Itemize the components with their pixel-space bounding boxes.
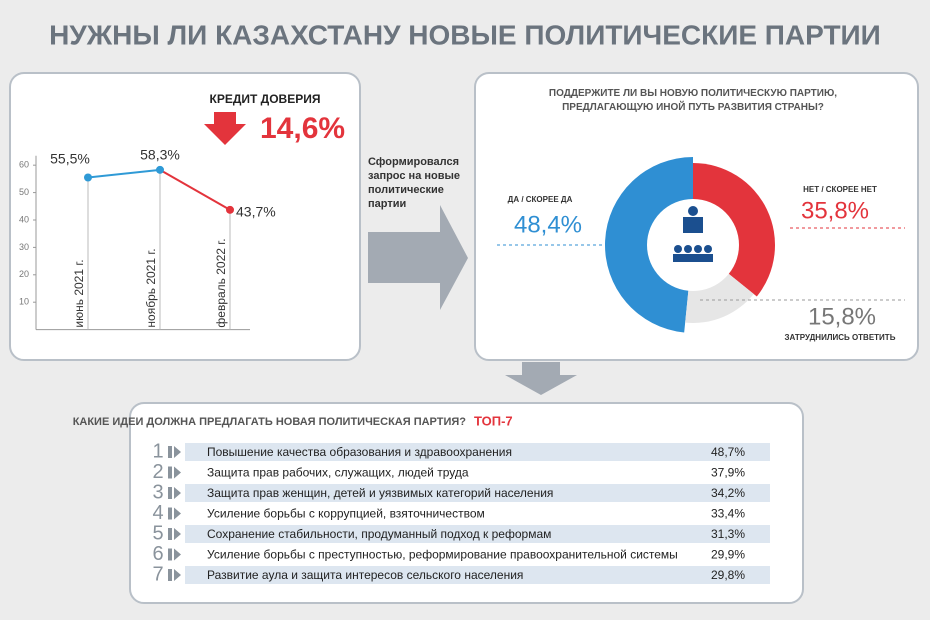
- x-tick-label: ноябрь 2021 г.: [144, 248, 158, 327]
- point: [156, 165, 164, 174]
- value-label: 43,7%: [236, 204, 276, 220]
- icon: [694, 245, 702, 253]
- donut-hole: [647, 199, 739, 291]
- page-title: НУЖНЫ ЛИ КАЗАХСТАНУ НОВЫЕ ПОЛИТИЧЕСКИЕ П…: [49, 19, 881, 50]
- rank-icon: [168, 466, 181, 479]
- x-tick-label: февраль 2022 г.: [214, 238, 228, 327]
- value-label: 31,3%: [711, 527, 745, 541]
- down-arrow: [204, 112, 246, 145]
- category-label: Сохранение стабильности, продуманный под…: [207, 527, 551, 541]
- panel: [9, 72, 361, 361]
- category-label: Усиление борьбы с коррупцией, взяточниче…: [207, 507, 485, 521]
- chart-title: ПОДДЕРЖИТЕ ЛИ ВЫ НОВУЮ ПОЛИТИЧЕСКУЮ ПАРТ…: [549, 88, 837, 113]
- value-label: 48,7%: [711, 445, 745, 459]
- line-segment: [87, 168, 161, 179]
- category-label: НЕТ / СКОРЕЕ НЕТ: [803, 185, 877, 194]
- rank-icon: [168, 446, 181, 458]
- category-label: Усиление борьбы с преступностью, реформи…: [207, 548, 678, 562]
- value-label: 37,9%: [711, 466, 745, 480]
- icon: [684, 245, 692, 253]
- category-label: ДА / СКОРЕЕ ДА: [508, 195, 573, 204]
- rank: 4: [152, 502, 163, 524]
- y-tick-label: 40: [19, 214, 29, 224]
- value-label: 34,2%: [711, 486, 745, 500]
- chart-subtitle: ТОП-7: [474, 413, 513, 428]
- category-label: Защита прав женщин, детей и уязвимых кат…: [207, 486, 553, 500]
- note-box: Сформировался запрос на новые политическ…: [368, 156, 461, 210]
- value-label: 58,3%: [140, 147, 180, 163]
- row: [185, 566, 770, 584]
- rank: 3: [152, 481, 163, 503]
- value-label: 35,8%: [801, 197, 869, 224]
- row: [185, 443, 770, 461]
- arrow: [368, 205, 468, 310]
- rank: 7: [152, 563, 163, 585]
- y-tick-label: 30: [19, 242, 29, 252]
- category-label: Повышение качества образования и здравоо…: [207, 445, 512, 459]
- rank: 2: [152, 461, 163, 483]
- category-label: Развитие аула и защита интересов сельско…: [207, 568, 523, 582]
- annotation-value: 14,6%: [260, 112, 345, 145]
- value-label: 29,9%: [711, 548, 745, 562]
- point: [226, 205, 234, 214]
- icon: [673, 254, 713, 262]
- icon: [704, 245, 712, 253]
- category-label: Защита прав рабочих, служащих, людей тру…: [207, 466, 469, 480]
- chart-title: КАКИЕ ИДЕИ ДОЛЖНА ПРЕДЛАГАТЬ НОВАЯ ПОЛИТ…: [73, 416, 467, 428]
- y-tick-label: 60: [19, 160, 29, 170]
- donut: ДА / СКОРЕЕ ДА 48,4% НЕТ / СКОРЕЕ НЕТ 35,8%…: [497, 157, 905, 342]
- value-label: 15,8%: [808, 303, 876, 330]
- value-label: 55,5%: [50, 151, 90, 167]
- icon: [674, 245, 682, 253]
- rank-icon: [168, 528, 181, 540]
- row: [185, 463, 770, 482]
- row: [185, 525, 770, 543]
- category-label: ЗАТРУДНИЛИСЬ ОТВЕТИТЬ: [785, 333, 896, 342]
- value-label: 33,4%: [711, 507, 745, 521]
- line-segment: [159, 168, 231, 211]
- y-tick-label: 10: [19, 297, 29, 307]
- rank-icon: [168, 569, 181, 581]
- value-label: 29,8%: [711, 568, 745, 582]
- value-label: 48,4%: [514, 211, 582, 238]
- row: [185, 484, 770, 502]
- y-tick-label: 50: [19, 187, 29, 197]
- y-tick-label: 20: [19, 269, 29, 279]
- x-tick-label: июнь 2021 г.: [72, 259, 86, 327]
- rank-icon: [168, 507, 181, 520]
- note: Сформировался запрос на новые политическ…: [368, 156, 461, 210]
- rank-icon: [168, 487, 181, 499]
- icon: [683, 217, 703, 233]
- arrow: [505, 362, 577, 395]
- rank: 5: [152, 522, 163, 544]
- annotation: КРЕДИТ ДОВЕРИЯ: [210, 92, 321, 106]
- row: [185, 545, 770, 564]
- rank: 6: [152, 543, 163, 565]
- icon: [688, 206, 698, 216]
- rank: 1: [152, 440, 163, 462]
- rank-icon: [168, 548, 181, 561]
- row: [185, 504, 770, 523]
- point: [84, 173, 92, 182]
